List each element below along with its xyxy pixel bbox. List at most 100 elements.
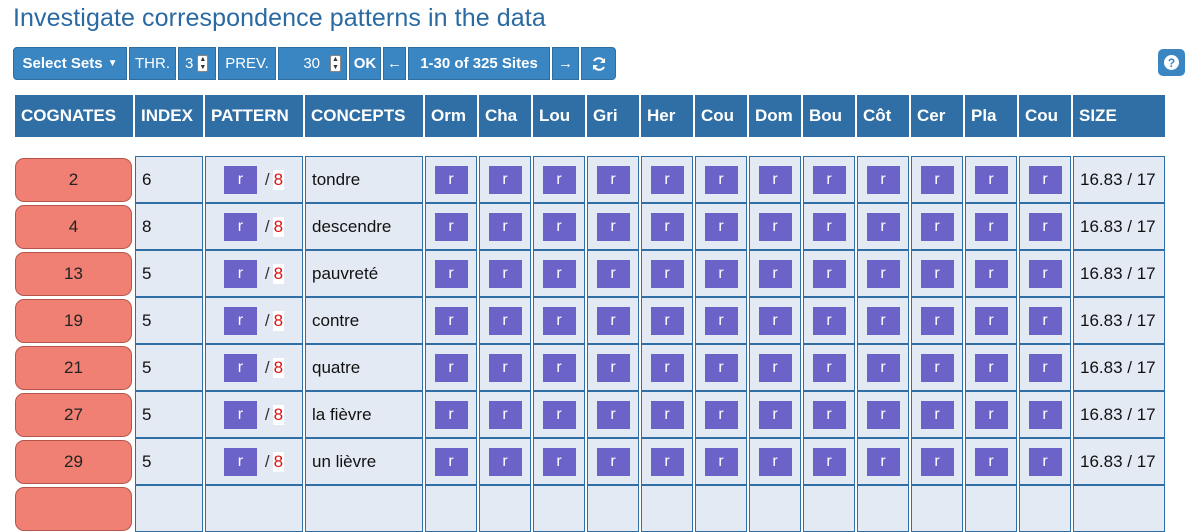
ok-button[interactable]: OK [349,47,381,80]
site-sound[interactable]: r [596,212,630,241]
site-sound[interactable]: r [920,447,954,476]
site-sound[interactable]: r [434,447,468,476]
column-header[interactable]: SIZE [1073,95,1165,137]
site-sound[interactable]: r [974,165,1008,194]
site-sound[interactable]: r [704,447,738,476]
site-sound[interactable]: r [542,212,576,241]
site-sound[interactable]: r [596,353,630,382]
site-sound[interactable]: r [542,165,576,194]
site-sound[interactable]: r [650,400,684,429]
site-sound[interactable]: r [1028,165,1062,194]
pattern-sound[interactable]: r [223,165,257,194]
cognate-set-button[interactable]: 27 [15,392,132,437]
site-sound[interactable]: r [974,447,1008,476]
site-sound[interactable]: r [650,259,684,288]
column-header[interactable]: CONCEPTS [305,95,423,137]
cognate-set-button[interactable]: 2 [15,157,132,202]
site-sound[interactable]: r [974,212,1008,241]
site-sound[interactable]: r [542,353,576,382]
site-sound[interactable]: r [866,400,900,429]
site-sound[interactable]: r [542,259,576,288]
site-sound[interactable]: r [488,447,522,476]
site-sound[interactable]: r [974,400,1008,429]
cognate-set-button[interactable] [15,486,132,531]
site-sound[interactable]: r [650,447,684,476]
site-sound[interactable]: r [920,212,954,241]
site-sound[interactable]: r [920,259,954,288]
next-page-button[interactable]: → [552,47,579,80]
site-sound[interactable]: r [488,353,522,382]
site-sound[interactable]: r [758,306,792,335]
site-sound[interactable]: r [812,259,846,288]
site-sound[interactable]: r [812,306,846,335]
column-header[interactable]: Cou [1019,95,1071,137]
cognate-set-button[interactable]: 4 [15,204,132,249]
site-sound[interactable]: r [866,306,900,335]
site-sound[interactable]: r [758,353,792,382]
site-sound[interactable]: r [650,353,684,382]
site-sound[interactable]: r [650,306,684,335]
pattern-sound[interactable]: r [223,212,257,241]
site-sound[interactable]: r [650,165,684,194]
site-sound[interactable]: r [596,259,630,288]
column-header[interactable]: Cha [479,95,531,137]
site-sound[interactable]: r [1028,259,1062,288]
column-header[interactable]: Cou [695,95,747,137]
column-header[interactable]: Bou [803,95,855,137]
site-sound[interactable]: r [488,306,522,335]
site-sound[interactable]: r [704,400,738,429]
select-sets-button[interactable]: Select Sets ▼ [13,47,127,80]
site-sound[interactable]: r [596,165,630,194]
previous-page-button[interactable]: ← [383,47,406,80]
column-header[interactable]: Côt [857,95,909,137]
column-header[interactable]: Dom [749,95,801,137]
site-sound[interactable]: r [596,400,630,429]
spinner-arrows-icon[interactable]: ▲ ▼ [197,55,209,72]
site-sound[interactable]: r [866,353,900,382]
site-sound[interactable]: r [974,353,1008,382]
site-sound[interactable]: r [704,306,738,335]
site-sound[interactable]: r [758,259,792,288]
site-sound[interactable]: r [812,353,846,382]
site-sound[interactable]: r [920,306,954,335]
column-header[interactable]: Gri [587,95,639,137]
pattern-sound[interactable]: r [223,306,257,335]
site-sound[interactable]: r [758,400,792,429]
site-sound[interactable]: r [434,306,468,335]
refresh-button[interactable] [581,47,616,80]
pattern-sound[interactable]: r [223,353,257,382]
site-sound[interactable]: r [866,259,900,288]
spinner-arrows-icon[interactable]: ▲ ▼ [330,55,341,72]
site-sound[interactable]: r [758,447,792,476]
preview-stepper[interactable]: 30 ▲ ▼ [278,47,347,80]
site-sound[interactable]: r [488,165,522,194]
site-sound[interactable]: r [1028,212,1062,241]
site-sound[interactable]: r [920,400,954,429]
site-sound[interactable]: r [758,212,792,241]
site-sound[interactable]: r [704,212,738,241]
site-sound[interactable]: r [974,259,1008,288]
site-sound[interactable]: r [434,165,468,194]
column-header[interactable]: INDEX [135,95,203,137]
cognate-set-button[interactable]: 19 [15,298,132,343]
pattern-sound[interactable]: r [223,259,257,288]
column-header[interactable]: Her [641,95,693,137]
site-sound[interactable]: r [704,165,738,194]
site-sound[interactable]: r [596,306,630,335]
site-sound[interactable]: r [812,447,846,476]
help-button[interactable]: ? [1158,49,1185,76]
site-sound[interactable]: r [650,212,684,241]
cognate-set-button[interactable]: 21 [15,345,132,390]
cognate-set-button[interactable]: 29 [15,439,132,484]
site-sound[interactable]: r [434,400,468,429]
site-sound[interactable]: r [758,165,792,194]
site-sound[interactable]: r [542,306,576,335]
site-sound[interactable]: r [920,165,954,194]
column-header[interactable]: PATTERN [205,95,303,137]
site-sound[interactable]: r [974,306,1008,335]
site-sound[interactable]: r [1028,353,1062,382]
site-sound[interactable]: r [812,212,846,241]
pattern-sound[interactable]: r [223,447,257,476]
site-sound[interactable]: r [1028,447,1062,476]
column-header[interactable]: Orm [425,95,477,137]
